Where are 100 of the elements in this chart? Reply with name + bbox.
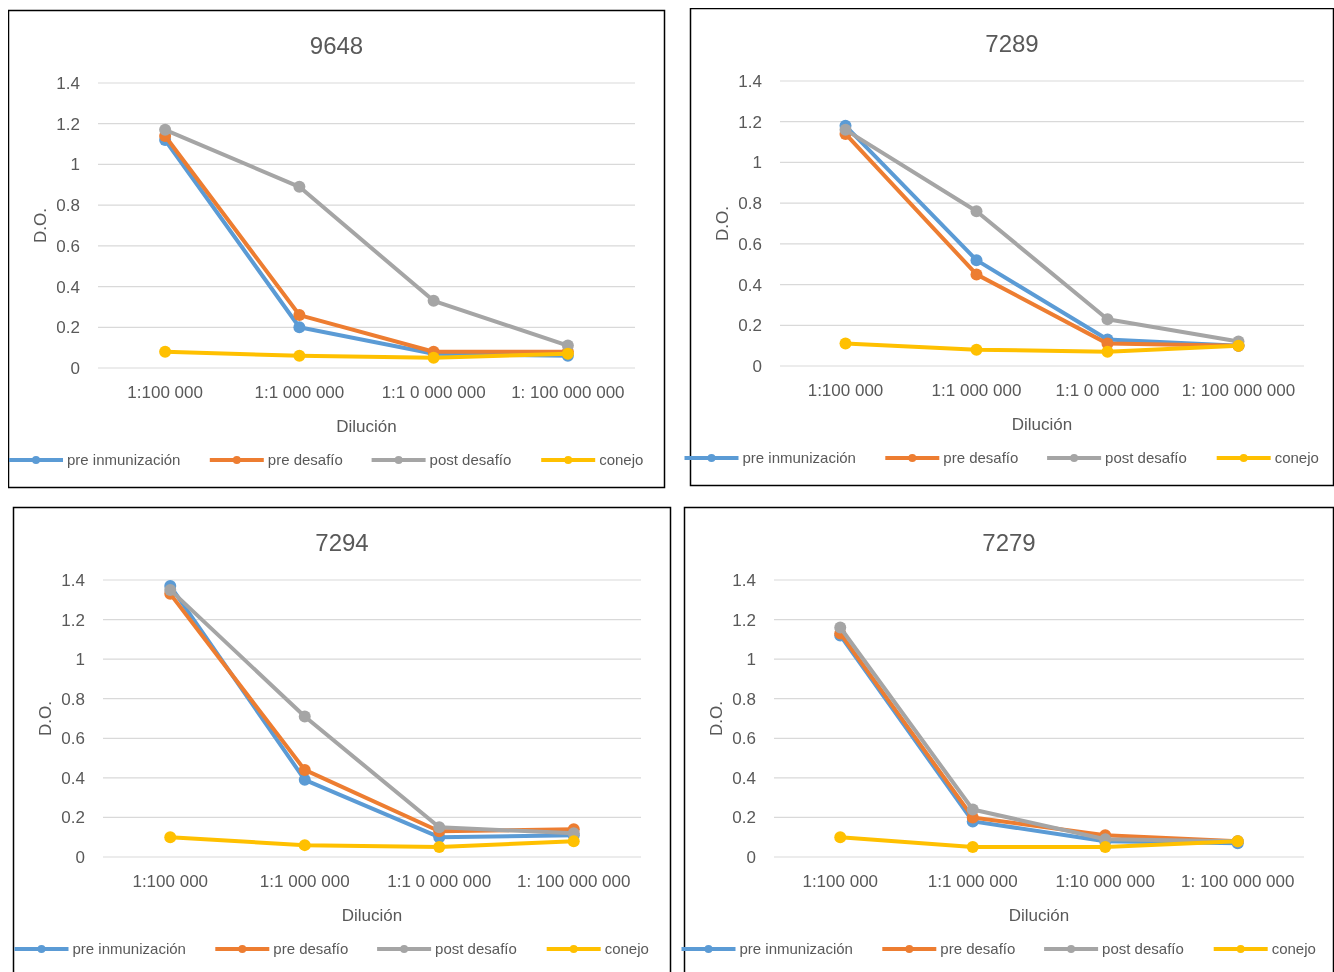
x-tick-label: 1:10 000 000: [1055, 872, 1155, 891]
y-tick-label: 0.8: [738, 194, 762, 214]
x-tick-label: 1: 100 000 000: [1181, 872, 1295, 891]
y-axis-title: D.O.: [31, 208, 50, 243]
y-tick-label: 0.2: [56, 318, 80, 338]
y-axis-title: D.O.: [36, 701, 55, 736]
x-axis-title: Dilución: [1011, 415, 1073, 434]
point: [159, 123, 172, 136]
point: [834, 831, 847, 844]
x-tick-label: 1:1 0 000 000: [381, 383, 486, 402]
chart-title: 7294: [315, 529, 369, 556]
x-tick-label: 1:1 0 000 000: [1055, 381, 1160, 400]
y-tick-label: 1.4: [738, 71, 762, 91]
point: [433, 841, 446, 854]
legend-label: conejo: [604, 940, 649, 958]
point: [433, 821, 446, 834]
y-tick-label: 1.4: [56, 73, 80, 93]
y-tick-label: 0.8: [56, 196, 80, 216]
point: [839, 337, 852, 350]
legend-label: conejo: [1274, 449, 1319, 467]
legend-label: conejo: [599, 451, 644, 469]
point: [966, 803, 979, 816]
chart-title: 7279: [982, 529, 1036, 556]
legend-label: pre desafío: [267, 451, 343, 469]
x-axis-title: Dilución: [1008, 906, 1070, 925]
y-tick-label: 1.2: [56, 114, 80, 134]
y-tick-label: 0.4: [732, 768, 756, 788]
point: [970, 268, 983, 281]
x-tick-label: 1:100 000: [127, 383, 203, 402]
x-tick-label: 1:100 000: [132, 872, 209, 891]
x-tick-label: 1:100 000: [807, 381, 884, 400]
point: [293, 180, 306, 193]
point: [1101, 345, 1114, 358]
point: [298, 710, 311, 723]
point: [966, 841, 979, 854]
point: [970, 205, 983, 218]
y-tick-label: 1.2: [732, 610, 756, 630]
legend-label: post desafío: [435, 940, 517, 958]
y-tick-label: 0.4: [61, 768, 85, 788]
legend-label: pre desafío: [943, 449, 1019, 467]
y-tick-label: 0.2: [61, 808, 85, 828]
legend-label: pre desafío: [273, 940, 349, 958]
y-tick-label: 0.2: [738, 316, 762, 336]
point: [293, 349, 306, 362]
y-tick-label: 0.4: [56, 277, 80, 297]
legend-label: pre inmunización: [742, 449, 856, 467]
y-tick-label: 1.2: [61, 610, 85, 630]
point: [839, 123, 852, 136]
y-tick-label: 0.6: [56, 236, 80, 256]
point: [427, 294, 440, 307]
legend-label: pre desafío: [940, 940, 1016, 958]
x-tick-label: 1:1 000 000: [254, 383, 345, 402]
y-tick-label: 0.4: [738, 275, 762, 295]
y-tick-label: 1.2: [738, 112, 762, 132]
point: [1099, 841, 1112, 854]
x-axis-title: Dilución: [341, 906, 403, 925]
y-tick-label: 1: [752, 153, 762, 173]
y-tick-label: 0: [752, 356, 762, 376]
y-tick-label: 1: [746, 650, 756, 670]
y-axis-title: D.O.: [713, 206, 732, 241]
point: [970, 343, 983, 356]
point: [164, 831, 177, 844]
y-tick-label: 1.4: [732, 570, 756, 590]
point: [1101, 313, 1114, 326]
x-tick-label: 1:100 000: [802, 872, 879, 891]
y-tick-label: 0: [75, 847, 85, 867]
y-tick-label: 1.4: [61, 570, 85, 590]
point: [427, 351, 440, 364]
y-tick-label: 0: [746, 847, 756, 867]
y-tick-label: 1: [70, 155, 80, 175]
y-tick-label: 0.6: [61, 729, 85, 749]
x-tick-label: 1: 100 000 000: [517, 872, 631, 891]
legend-label: pre inmunización: [67, 451, 181, 469]
x-axis-title: Dilución: [336, 417, 397, 436]
point: [970, 254, 983, 267]
x-tick-label: 1:1 000 000: [259, 872, 350, 891]
x-tick-label: 1: 100 000 000: [1181, 381, 1296, 400]
y-axis-title: D.O.: [707, 701, 726, 736]
y-tick-label: 0.6: [732, 729, 756, 749]
y-tick-label: 0.2: [732, 808, 756, 828]
y-tick-label: 0.6: [738, 234, 762, 254]
point: [293, 321, 306, 334]
point: [298, 763, 311, 776]
legend-label: pre inmunización: [72, 940, 186, 958]
x-tick-label: 1:1 000 000: [931, 381, 1022, 400]
point: [567, 835, 580, 848]
chart-title: 9648: [309, 32, 364, 59]
y-tick-label: 0.8: [732, 689, 756, 709]
point: [293, 309, 306, 322]
chart-title: 7289: [985, 30, 1039, 57]
point: [164, 583, 177, 596]
legend-label: post desafío: [429, 451, 512, 469]
x-tick-label: 1:1 0 000 000: [387, 872, 492, 891]
legend-label: conejo: [1271, 940, 1316, 958]
legend-label: post desafío: [1105, 449, 1187, 467]
point: [834, 621, 847, 634]
x-tick-label: 1: 100 000 000: [511, 383, 625, 402]
x-tick-label: 1:1 000 000: [927, 872, 1018, 891]
legend-label: pre inmunización: [739, 940, 853, 958]
y-tick-label: 0: [70, 358, 80, 378]
